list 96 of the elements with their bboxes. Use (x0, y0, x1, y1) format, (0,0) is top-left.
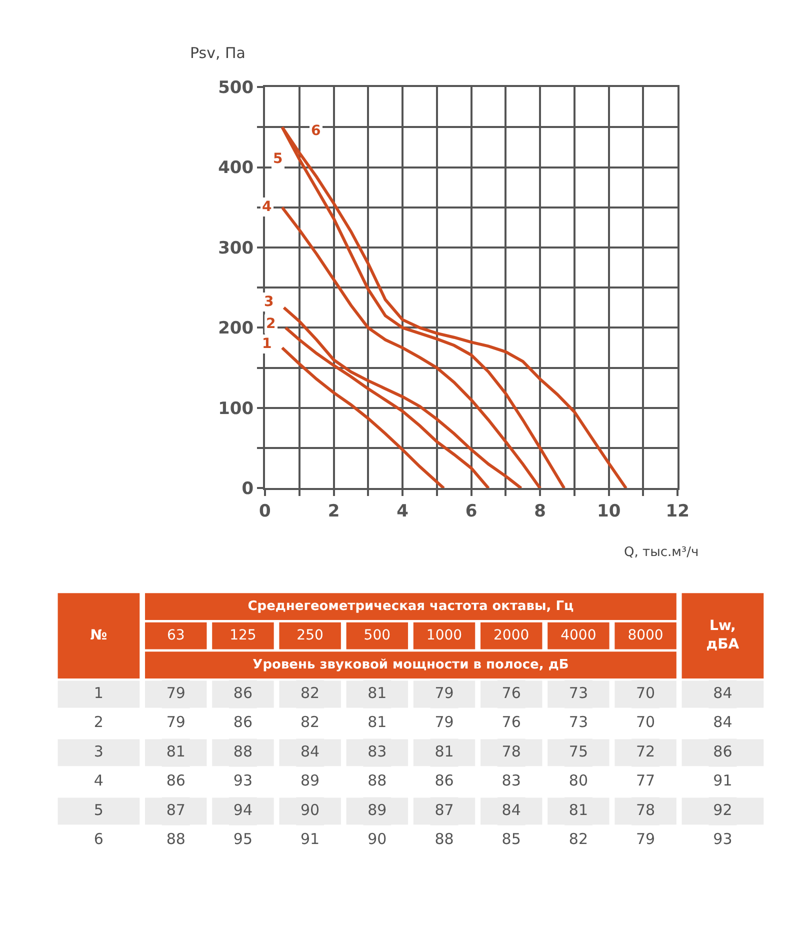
data-label: 81 (166, 742, 186, 760)
data-label: 79 (434, 684, 454, 702)
y-tick-label: 100 (218, 398, 254, 419)
y-tick-label: 5 (94, 800, 104, 819)
data-label: 93 (713, 830, 732, 848)
data-label: 82 (300, 713, 320, 732)
y-tick-label: 6 (94, 830, 104, 848)
data-label: 91 (713, 772, 732, 790)
data-label: 91 (300, 830, 320, 848)
x-tick-label: 1000 (426, 627, 462, 644)
x-tick-label: 8 (534, 502, 546, 522)
y-tick-label: 200 (218, 318, 254, 339)
data-label: 89 (300, 772, 320, 790)
data-label: 79 (166, 684, 186, 702)
data-label: 90 (368, 830, 387, 848)
line-series (282, 306, 523, 488)
data-label: 78 (502, 742, 521, 760)
x-tick-label: 4000 (560, 627, 596, 644)
series-label: 1 (262, 336, 272, 352)
data-label: 95 (233, 830, 253, 848)
data-label: 81 (368, 713, 387, 732)
data-label: 76 (502, 713, 521, 732)
x-tick-label: 0 (259, 502, 272, 522)
y-tick-label: 3 (94, 742, 104, 760)
y-tick-label: 0 (242, 479, 254, 500)
x-axis-title: Q, тыс.м³/ч (624, 545, 699, 560)
series-label: 3 (264, 294, 274, 310)
data-label: 87 (434, 800, 454, 819)
x-tick-label: 8000 (628, 627, 664, 644)
data-label: 84 (300, 742, 320, 760)
data-label: 85 (502, 830, 521, 848)
x-tick-label: 4 (396, 502, 409, 522)
x-tick-label: 2000 (494, 627, 530, 644)
data-label: 78 (636, 800, 656, 819)
chart-title: Среднегеометрическая частота октавы, Гц (248, 598, 574, 614)
y-axis-title: № (90, 627, 108, 644)
y-tick-label: 2 (94, 713, 104, 732)
data-label: 76 (502, 684, 521, 702)
data-label: 89 (368, 800, 387, 819)
data-label: 84 (713, 713, 732, 732)
x-tick-label: 500 (364, 627, 391, 644)
data-label: 88 (233, 742, 253, 760)
y-tick-label: 4 (94, 772, 104, 790)
data-label: 81 (368, 684, 387, 702)
x-tick-label: 10 (597, 502, 621, 522)
data-label: 83 (502, 772, 521, 790)
data-label: 84 (502, 800, 521, 819)
data-label: 83 (368, 742, 387, 760)
data-label: 72 (636, 742, 656, 760)
data-label: 92 (713, 800, 732, 819)
data-label: 88 (166, 830, 186, 848)
line-series (280, 206, 542, 488)
data-label: 81 (434, 742, 454, 760)
data-label: 88 (434, 830, 454, 848)
data-label: 70 (636, 713, 656, 732)
chart-subtitle: Уровень звуковой мощности в полосе, дБ (252, 657, 569, 672)
data-label: 75 (568, 742, 588, 760)
data-label: 86 (233, 713, 253, 732)
x-tick-label: 125 (230, 627, 256, 644)
data-label: 86 (713, 742, 732, 760)
data-label: 93 (233, 772, 253, 790)
y-tick-label: 500 (218, 78, 254, 98)
series-label: 2 (266, 316, 276, 332)
data-label: 79 (434, 713, 454, 732)
data-label: 84 (713, 684, 732, 702)
series-label: 4 (262, 199, 272, 215)
data-label: 70 (636, 684, 656, 702)
data-label: 82 (300, 684, 320, 702)
data-label: 90 (300, 800, 320, 819)
data-label: 81 (568, 800, 588, 819)
line-series (280, 346, 446, 488)
data-label: 79 (636, 830, 656, 848)
data-label: 82 (568, 830, 588, 848)
x-tick-label: 250 (296, 627, 324, 644)
data-label: 88 (368, 772, 387, 790)
y-axis-title: Psv, Па (190, 44, 246, 62)
x-tick-label: 63 (166, 627, 185, 644)
data-label: 79 (166, 713, 186, 732)
x-tick-label: 6 (465, 502, 478, 522)
data-label: 73 (568, 713, 588, 732)
data-label: 87 (166, 800, 186, 819)
data-label: 86 (434, 772, 454, 790)
y-tick-label: 300 (218, 238, 254, 258)
data-label: 77 (636, 772, 656, 790)
x-tick-label: 2 (328, 502, 340, 522)
series-label: 6 (311, 123, 321, 139)
y-tick-label: 1 (94, 684, 104, 702)
x-tick-label: Lw, дБА (706, 618, 740, 652)
series-label: 5 (273, 151, 283, 167)
data-label: 86 (233, 684, 253, 702)
y-tick-label: 400 (218, 158, 254, 178)
data-label: 94 (233, 800, 253, 819)
data-label: 73 (568, 684, 588, 702)
x-tick-label: 12 (666, 502, 690, 522)
data-label: 86 (166, 772, 186, 790)
data-label: 80 (568, 772, 588, 790)
